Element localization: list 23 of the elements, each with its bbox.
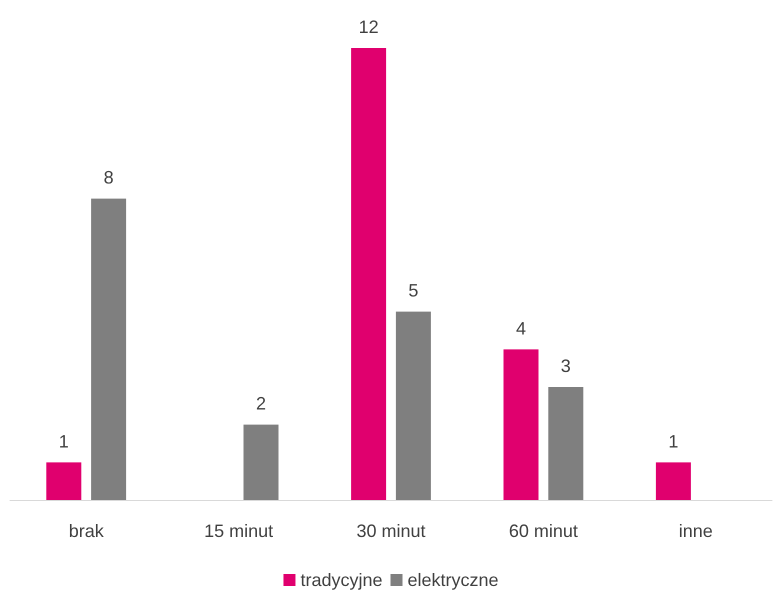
x-tick-label: 30 minut xyxy=(356,521,426,541)
data-label: 8 xyxy=(104,168,114,188)
bar xyxy=(91,198,126,500)
data-label: 2 xyxy=(256,394,266,414)
data-label: 1 xyxy=(58,431,69,452)
bar xyxy=(548,387,584,500)
data-label: 4 xyxy=(516,318,526,338)
x-tick-label: 15 minut xyxy=(204,521,274,541)
x-tick-label: 60 minut xyxy=(508,521,578,541)
bar xyxy=(46,462,82,500)
data-label: 1 xyxy=(668,431,678,452)
data-label: 5 xyxy=(408,280,418,301)
bar xyxy=(656,462,691,500)
x-tick-label: brak xyxy=(68,521,105,541)
bar xyxy=(244,424,278,500)
legend-label: elektryczne xyxy=(408,570,499,590)
bar xyxy=(396,312,431,500)
x-tick-label: inne xyxy=(678,521,713,541)
legend-label: tradycyjne xyxy=(300,570,383,590)
data-label: 12 xyxy=(358,17,379,37)
data-label: 3 xyxy=(560,356,571,376)
bar xyxy=(504,349,538,500)
bar xyxy=(351,48,386,500)
